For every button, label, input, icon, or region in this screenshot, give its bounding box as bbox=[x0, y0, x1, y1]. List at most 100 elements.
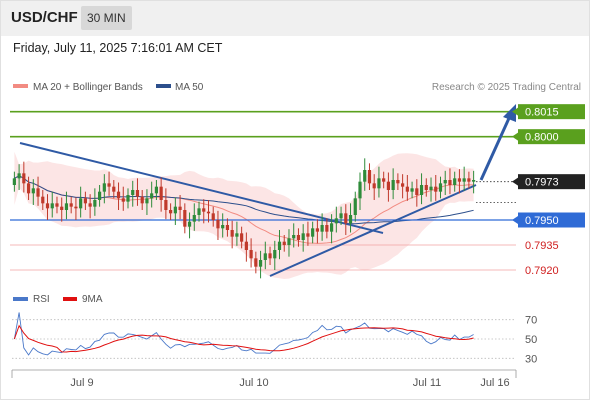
candle-body bbox=[107, 183, 111, 187]
candle-body bbox=[135, 190, 140, 197]
rsi-line bbox=[13, 312, 474, 356]
candle-body bbox=[187, 221, 192, 227]
ma9-legend-swatch bbox=[63, 297, 77, 301]
candle-body bbox=[424, 185, 428, 190]
price-levels bbox=[10, 110, 516, 271]
candle-body bbox=[405, 186, 409, 192]
candle-body bbox=[60, 206, 64, 210]
candle-body bbox=[401, 183, 405, 187]
candle-body bbox=[277, 241, 282, 250]
x-tick-label: Jul 11 bbox=[413, 377, 442, 389]
candle-body bbox=[41, 196, 45, 204]
price-label-box bbox=[518, 129, 585, 145]
price-label-pointer bbox=[512, 177, 518, 186]
x-tick-label: Jul 16 bbox=[480, 377, 509, 389]
candle-body bbox=[230, 230, 234, 237]
candle-body bbox=[344, 213, 348, 224]
candle-body bbox=[88, 203, 92, 207]
bollinger-bands bbox=[14, 151, 474, 279]
candle-body bbox=[225, 225, 230, 230]
rsi-legend-swatch bbox=[13, 297, 28, 301]
candle-body bbox=[202, 208, 206, 212]
x-tick-label: Jul 10 bbox=[239, 377, 268, 389]
candle-body bbox=[50, 203, 54, 209]
candle-body bbox=[301, 233, 305, 240]
candle-body bbox=[306, 233, 310, 237]
candle-body bbox=[448, 180, 452, 185]
candle-body bbox=[169, 210, 173, 214]
candle-body bbox=[457, 178, 462, 182]
rsi-tick-label: 70 bbox=[525, 315, 537, 327]
candle-body bbox=[178, 206, 182, 210]
candle-body bbox=[396, 180, 400, 184]
price-label-pointer bbox=[512, 132, 518, 141]
bollinger-band-fill bbox=[14, 151, 474, 279]
ma20-legend-label: MA 20 + Bollinger Bands bbox=[33, 82, 143, 93]
candle-body bbox=[216, 220, 220, 229]
candle-body bbox=[443, 180, 447, 184]
timeframe-button[interactable]: 30 MIN bbox=[81, 6, 132, 30]
candle-body bbox=[462, 178, 466, 182]
candle-body bbox=[192, 215, 196, 222]
ma20-legend-swatch bbox=[13, 84, 28, 88]
candle-body bbox=[438, 183, 443, 192]
candle-body bbox=[12, 178, 16, 185]
candle-body bbox=[419, 185, 424, 195]
candle-body bbox=[197, 208, 201, 215]
candle-body bbox=[211, 213, 215, 220]
candle-body bbox=[339, 213, 343, 219]
price-label-pointer bbox=[512, 216, 518, 224]
candle-body bbox=[97, 191, 102, 200]
candle-body bbox=[348, 215, 353, 224]
candle-body bbox=[363, 170, 367, 182]
candle-body bbox=[249, 250, 253, 259]
candle-body bbox=[311, 228, 315, 237]
rsi-tick-label: 30 bbox=[525, 353, 537, 365]
candle-body bbox=[159, 186, 163, 200]
candle-body bbox=[45, 203, 50, 209]
candle-body bbox=[112, 186, 116, 192]
candle-body bbox=[410, 188, 414, 192]
candle-body bbox=[325, 225, 329, 232]
candle-body bbox=[296, 235, 301, 240]
candle-body bbox=[429, 186, 433, 190]
candle-body bbox=[240, 233, 244, 242]
candle-body bbox=[453, 178, 457, 185]
candle-body bbox=[391, 180, 395, 190]
candle-body bbox=[183, 210, 187, 227]
candle-body bbox=[434, 186, 438, 192]
ma50-legend-swatch bbox=[156, 84, 171, 88]
candle-body bbox=[244, 241, 248, 250]
candle-body bbox=[121, 198, 125, 202]
candle-body bbox=[372, 183, 376, 189]
candle-body bbox=[74, 206, 78, 209]
price-label: 0.8000 bbox=[525, 132, 559, 144]
candle-body bbox=[367, 170, 372, 184]
candle-body bbox=[93, 200, 97, 207]
candle-body bbox=[126, 195, 130, 202]
price-label-pointer bbox=[512, 107, 518, 116]
price-label-box bbox=[518, 104, 585, 120]
rsi-tick-label: 50 bbox=[525, 334, 537, 346]
candle-body bbox=[150, 193, 154, 199]
candle-body bbox=[116, 191, 121, 199]
candles bbox=[12, 158, 476, 279]
price-label-box bbox=[518, 212, 585, 228]
candle-body bbox=[22, 173, 26, 184]
header: USD/CHF 30 MIN bbox=[0, 0, 590, 36]
price-label: 0.7973 bbox=[525, 177, 559, 189]
ma50-legend-label: MA 50 bbox=[175, 82, 204, 93]
candle-body bbox=[254, 258, 258, 267]
candle-body bbox=[282, 241, 286, 245]
candle-body bbox=[26, 183, 31, 194]
timestamp: Friday, July 11, 2025 7:16:01 AM CET bbox=[13, 41, 223, 55]
candle-body bbox=[36, 188, 40, 197]
rsi-panel: 70 50 30 bbox=[12, 312, 537, 365]
candle-body bbox=[353, 198, 357, 215]
forecast-arrow-head bbox=[503, 104, 516, 122]
credit-text: Research © 2025 Trading Central bbox=[432, 82, 581, 93]
price-label: 0.8015 bbox=[525, 107, 559, 119]
candle-body bbox=[55, 203, 59, 207]
candle-body bbox=[273, 250, 277, 259]
